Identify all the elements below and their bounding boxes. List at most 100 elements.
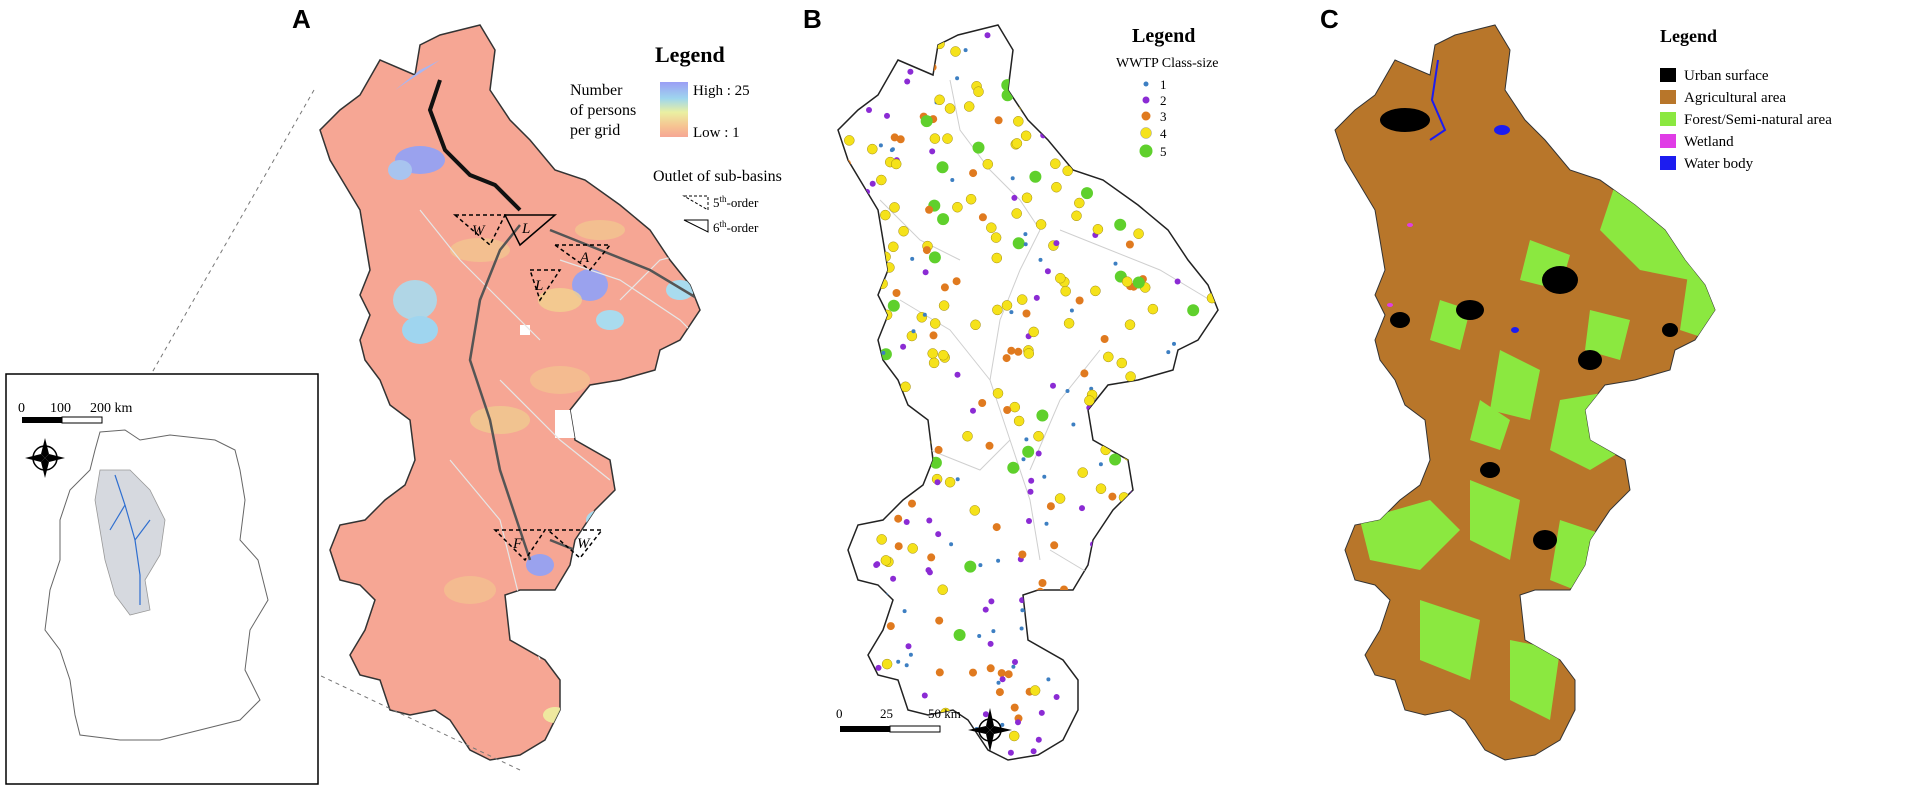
wwtp-point [1038, 257, 1043, 262]
wwtp-point [964, 560, 977, 573]
wwtp-point [986, 664, 995, 673]
wwtp-point [854, 514, 861, 521]
wwtp-point [838, 287, 848, 298]
wwtp-point [1074, 632, 1083, 641]
wwtp-point [905, 643, 912, 650]
wwtp-point [972, 141, 985, 154]
wwtp-point [839, 488, 846, 495]
wwtp-point [1001, 79, 1014, 92]
wwtp-point [1055, 132, 1066, 144]
wwtp-point [965, 193, 977, 205]
wwtp-point [1148, 476, 1160, 489]
wwtp-point [1029, 34, 1038, 43]
wwtp-point [1084, 395, 1095, 406]
wwtp-point [890, 147, 895, 152]
wwtp-point [1012, 659, 1018, 665]
wwtp-point [1188, 561, 1201, 574]
wwtp-point [867, 669, 872, 674]
wwtp-point [877, 278, 888, 289]
wwtp-point [847, 471, 854, 478]
wwtp-class-4-label: 4 [1160, 126, 1167, 141]
wwtp-point [845, 262, 854, 271]
urban-swatch [1660, 68, 1676, 82]
wwtp-point [1207, 156, 1214, 163]
wwtp-point [1035, 219, 1047, 230]
wwtp-point [1105, 589, 1114, 598]
wwtp-point [1152, 642, 1159, 649]
wwtp-point [928, 251, 941, 264]
inset-scale-100: 100 [50, 401, 71, 416]
wwtp-point [1124, 178, 1133, 187]
wwtp-point [985, 441, 994, 450]
panel-b-scale-25: 25 [880, 706, 893, 721]
wwtp-point [1020, 130, 1032, 142]
forest-swatch [1660, 112, 1676, 126]
wwtp-point [991, 252, 1003, 264]
wwtp-point [890, 133, 899, 142]
wwtp-point [841, 213, 853, 225]
wwtp-point [852, 361, 864, 373]
wwtp-point [1085, 126, 1092, 133]
wwtp-point [926, 517, 933, 524]
wwtp-point [1015, 719, 1021, 726]
wwtp-point [1178, 221, 1183, 226]
wwtp-point [970, 319, 981, 331]
wwtp-point [942, 133, 953, 144]
wwtp-point [1029, 170, 1042, 183]
wwtp-point [911, 329, 916, 334]
wwtp-point [1069, 308, 1074, 313]
wwtp-point [1148, 169, 1153, 174]
inset-scale-0: 0 [18, 401, 25, 416]
wwtp-point [950, 178, 955, 182]
wwtp-point [1113, 383, 1126, 396]
wwtp-point [868, 247, 879, 259]
agricultural-label: Agricultural area [1684, 90, 1786, 106]
wwtp-point [865, 40, 877, 51]
wwtp-point [896, 659, 901, 664]
wwtp-point [928, 357, 940, 369]
wwtp-point [1053, 694, 1060, 700]
wwtp-point [1111, 100, 1122, 111]
wwtp-point [1137, 543, 1144, 550]
wwtp-point [1060, 285, 1071, 297]
wwtp-point [1209, 395, 1218, 407]
wwtp-point [935, 531, 942, 538]
wwtp-point [867, 143, 878, 155]
wwtp-point [977, 634, 982, 638]
wwtp-point [1053, 240, 1060, 247]
wwtp-point [1020, 608, 1025, 613]
wwtp-point [1071, 87, 1083, 99]
wwtp-point [1116, 357, 1128, 369]
high-label: High : 25 [693, 83, 750, 99]
pop-color-ramp [660, 82, 688, 137]
wwtp-point [1020, 33, 1027, 40]
wwtp-point [1019, 626, 1024, 631]
wwtp-point [867, 703, 874, 710]
wwtp-point [1055, 272, 1066, 284]
wwtp-point [999, 676, 1006, 683]
wwtp-point [1097, 122, 1108, 133]
wwtp-point [1092, 224, 1104, 235]
wwtp-point [1002, 354, 1011, 363]
wwtp-point [892, 289, 901, 297]
wwtp-point [1013, 116, 1024, 127]
wwtp-point [1028, 326, 1039, 338]
wwtp-point [934, 479, 941, 486]
wwtp-point [988, 598, 995, 605]
wwtp-point [1069, 88, 1078, 97]
wwtp-point [994, 116, 1003, 125]
wwtp-point [907, 543, 918, 554]
triangle-label-f: F [512, 536, 523, 552]
wwtp-point [873, 389, 878, 394]
wwtp-point [927, 348, 938, 359]
wwtp-point [928, 63, 937, 72]
panel-c-legend-title: Legend [1660, 26, 1717, 46]
wwtp-point [838, 332, 845, 340]
wwtp-point [1214, 185, 1218, 196]
wwtp-point [1149, 459, 1161, 470]
wwtp-point [845, 633, 852, 640]
wwtp-point [896, 135, 905, 144]
wwtp-point [1179, 529, 1190, 540]
wwtp-point [890, 575, 897, 582]
wwtp-point [1214, 645, 1218, 654]
